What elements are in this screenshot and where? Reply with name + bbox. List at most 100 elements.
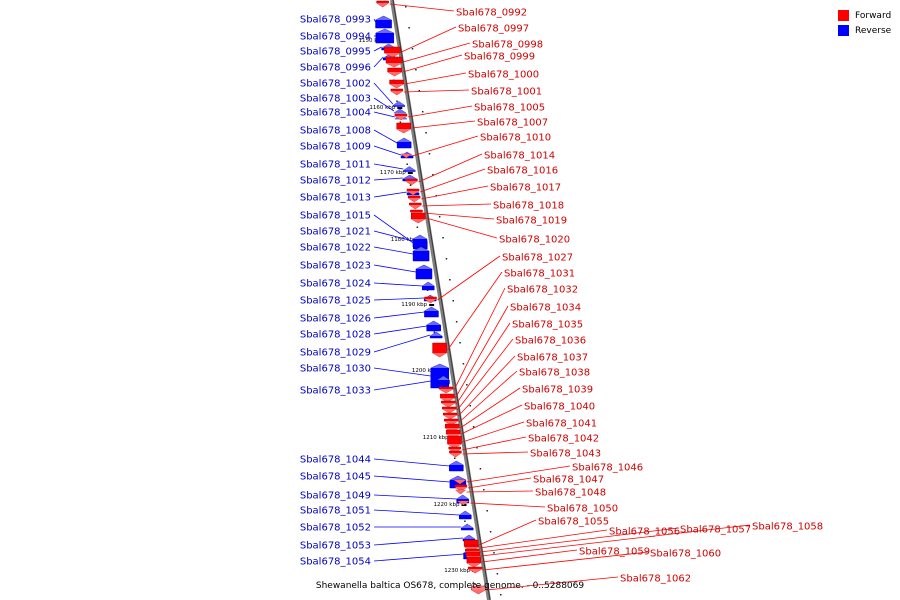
reverse-gene-highlight: [422, 282, 435, 286]
reverse-gene-label[interactable]: Sbal678_1021: [300, 227, 371, 238]
reverse-gene-label[interactable]: Sbal678_1033: [300, 386, 371, 397]
minor-tick: [418, 90, 421, 92]
forward-gene-label[interactable]: Sbal678_0999: [464, 52, 535, 63]
minor-tick: [415, 69, 417, 71]
reverse-gene-label[interactable]: Sbal678_1045: [300, 472, 371, 483]
forward-leader-line: [447, 271, 503, 351]
legend-forward: Forward: [838, 8, 891, 23]
reverse-gene-label[interactable]: Sbal678_1002: [300, 79, 371, 90]
reverse-gene-label[interactable]: Sbal678_1054: [300, 557, 371, 568]
reverse-gene-label[interactable]: Sbal678_1025: [300, 296, 371, 307]
reverse-gene-label[interactable]: Sbal678_1008: [300, 126, 371, 137]
forward-gene-label[interactable]: Sbal678_1034: [510, 303, 581, 314]
minor-tick: [493, 552, 495, 554]
reverse-leader-line: [373, 334, 431, 353]
reverse-gene-label[interactable]: Sbal678_1044: [300, 455, 371, 466]
reverse-gene-label[interactable]: Sbal678_1049: [300, 491, 371, 502]
forward-gene-label[interactable]: Sbal678_1059: [579, 547, 650, 558]
forward-gene-highlight: [411, 219, 426, 223]
forward-gene-label[interactable]: Sbal678_0998: [472, 40, 543, 51]
forward-gene-label[interactable]: Sbal678_1048: [535, 488, 606, 499]
tick-label: 1190 kbp: [401, 302, 427, 308]
forward-gene-label[interactable]: Sbal678_1020: [499, 235, 570, 246]
tick-mark: [461, 504, 467, 506]
forward-gene-label[interactable]: Sbal678_1038: [519, 368, 590, 379]
reverse-gene-label[interactable]: Sbal678_1024: [300, 279, 371, 290]
reverse-gene-label[interactable]: Sbal678_1011: [300, 160, 371, 171]
forward-gene-label[interactable]: Sbal678_1058: [752, 522, 823, 533]
forward-gene-label[interactable]: Sbal678_1046: [572, 463, 643, 474]
forward-leader-line: [389, 3, 455, 12]
forward-leader-line: [411, 120, 476, 129]
forward-gene-label[interactable]: Sbal678_1027: [502, 253, 573, 264]
reverse-gene-label[interactable]: Sbal678_1052: [300, 523, 371, 534]
forward-gene-label[interactable]: Sbal678_0997: [458, 24, 529, 35]
forward-gene-label[interactable]: Sbal678_1016: [487, 166, 558, 177]
forward-gene-label[interactable]: Sbal678_1010: [480, 133, 551, 144]
reverse-gene-label[interactable]: Sbal678_1051: [300, 506, 371, 517]
reverse-gene-highlight: [449, 476, 466, 480]
minor-tick: [421, 111, 424, 113]
forward-leader-line: [418, 153, 483, 183]
reverse-gene-label[interactable]: Sbal678_1022: [300, 243, 371, 254]
forward-gene-label[interactable]: Sbal678_1050: [547, 504, 618, 515]
forward-gene-label[interactable]: Sbal678_1057: [680, 525, 751, 536]
reverse-gene-label[interactable]: Sbal678_0994: [300, 32, 371, 43]
reverse-gene-label[interactable]: Sbal678_0996: [300, 63, 371, 74]
reverse-gene-label[interactable]: Sbal678_1003: [300, 94, 371, 105]
reverse-leader-line: [373, 494, 457, 500]
forward-gene-label[interactable]: Sbal678_1019: [496, 216, 567, 227]
forward-gene-label[interactable]: Sbal678_1001: [471, 87, 542, 98]
forward-gene-label[interactable]: Sbal678_1018: [493, 201, 564, 212]
forward-gene-label[interactable]: Sbal678_1031: [504, 269, 575, 280]
forward-gene-label[interactable]: Sbal678_1043: [530, 449, 601, 460]
forward-gene-label[interactable]: Sbal678_1014: [484, 151, 555, 162]
reverse-gene-label[interactable]: Sbal678_1030: [300, 364, 371, 375]
reverse-leader-line: [373, 56, 384, 68]
reverse-gene-label[interactable]: Sbal678_1028: [300, 330, 371, 341]
forward-gene-label[interactable]: Sbal678_1060: [650, 549, 721, 560]
reverse-leader-line: [373, 163, 404, 170]
minor-tick: [416, 226, 419, 228]
reverse-leader-line: [373, 367, 431, 377]
minor-tick: [469, 405, 471, 407]
reverse-gene-label[interactable]: Sbal678_0995: [300, 47, 371, 58]
forward-gene-label[interactable]: Sbal678_1000: [468, 70, 539, 81]
reverse-gene-label[interactable]: Sbal678_1026: [300, 314, 371, 325]
reverse-gene-label[interactable]: Sbal678_0993: [300, 15, 371, 26]
tick-label: 1180 kbp: [391, 237, 417, 243]
reverse-gene-label[interactable]: Sbal678_1004: [300, 108, 371, 119]
forward-leader-line: [455, 322, 511, 405]
forward-gene-label[interactable]: Sbal678_1039: [522, 385, 593, 396]
forward-gene-label[interactable]: Sbal678_1005: [474, 103, 545, 114]
reverse-gene-label[interactable]: Sbal678_1012: [300, 176, 371, 187]
reverse-gene-label[interactable]: Sbal678_1023: [300, 261, 371, 272]
reverse-gene-highlight: [430, 332, 443, 336]
reverse-gene-label[interactable]: Sbal678_1015: [300, 211, 371, 222]
forward-gene-label[interactable]: Sbal678_1007: [477, 118, 548, 129]
forward-gene-label[interactable]: Sbal678_1042: [528, 434, 599, 445]
reverse-leader-line: [373, 129, 398, 144]
reverse-gene-label[interactable]: Sbal678_1053: [300, 541, 371, 552]
reverse-gene-label[interactable]: Sbal678_1029: [300, 348, 371, 359]
forward-gene-highlight: [449, 453, 462, 457]
reverse-gene-label[interactable]: Sbal678_1013: [300, 193, 371, 204]
forward-gene-label[interactable]: Sbal678_1062: [620, 574, 691, 585]
forward-gene-label[interactable]: Sbal678_0992: [456, 8, 527, 19]
tick-mark: [407, 172, 413, 174]
forward-gene-label[interactable]: Sbal678_1040: [524, 402, 595, 413]
forward-gene-label[interactable]: Sbal678_1055: [538, 517, 609, 528]
forward-gene-label[interactable]: Sbal678_1036: [515, 336, 586, 347]
forward-gene-label[interactable]: Sbal678_1056: [609, 527, 680, 538]
forward-gene-label[interactable]: Sbal678_1032: [507, 285, 578, 296]
minor-tick: [474, 583, 476, 585]
reverse-leader-line: [373, 97, 395, 112]
forward-gene-label[interactable]: Sbal678_1035: [512, 320, 583, 331]
forward-gene-label[interactable]: Sbal678_1017: [490, 183, 561, 194]
tick-label: 1220 kbp: [434, 502, 460, 508]
reverse-gene-label[interactable]: Sbal678_1009: [300, 142, 371, 153]
forward-gene-label[interactable]: Sbal678_1041: [526, 419, 597, 430]
forward-gene-highlight: [386, 63, 403, 67]
forward-gene-label[interactable]: Sbal678_1047: [533, 475, 604, 486]
forward-gene-label[interactable]: Sbal678_1037: [517, 353, 588, 364]
